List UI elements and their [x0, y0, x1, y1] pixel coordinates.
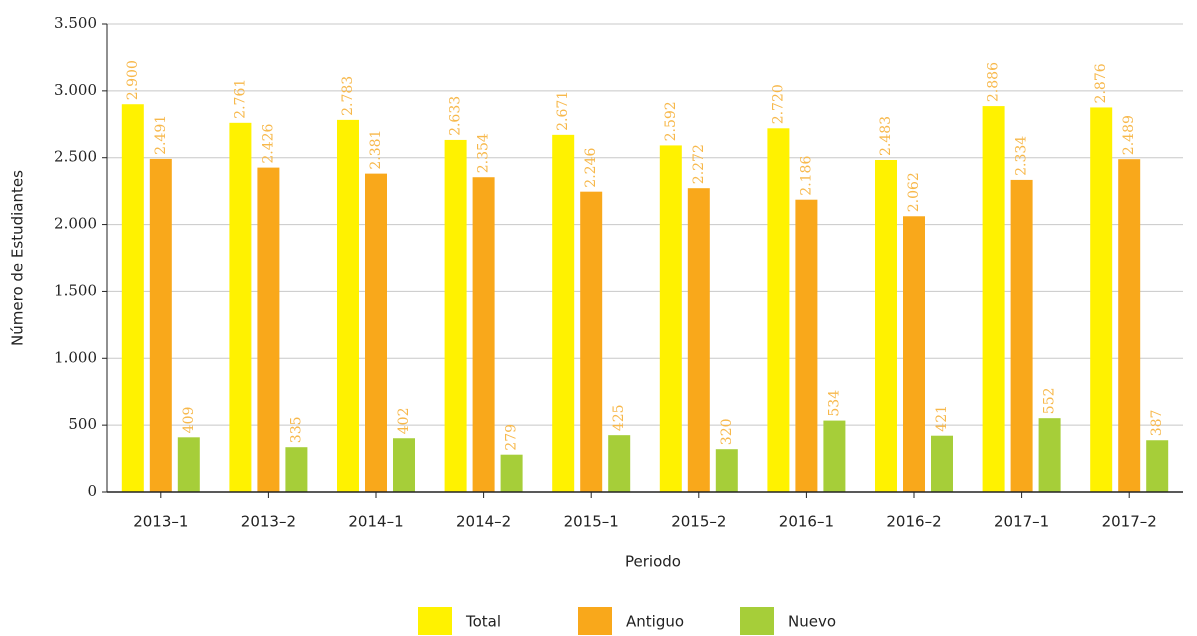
value-label: 2.671: [555, 91, 571, 131]
value-label: 2.246: [583, 148, 599, 188]
value-label: 2.489: [1121, 115, 1137, 155]
bar: [177, 437, 200, 492]
bar: [931, 435, 953, 492]
bar: [1118, 159, 1141, 492]
value-label: 402: [396, 408, 412, 435]
bar: [580, 191, 603, 492]
value-label: 2.633: [448, 96, 464, 136]
y-tick-label: 2.000: [54, 215, 97, 233]
bar: [1090, 107, 1113, 492]
bar: [552, 134, 575, 493]
bar: [982, 106, 1005, 492]
value-label: 2.876: [1093, 63, 1109, 103]
bar: [1038, 418, 1061, 492]
bar: [687, 188, 710, 492]
value-label: 2.761: [232, 79, 248, 119]
bar: [903, 216, 925, 493]
value-label: 2.783: [340, 76, 356, 116]
y-tick-label: 1.000: [54, 348, 97, 366]
x-tick-label: 2017–2: [1102, 513, 1157, 531]
x-axis-title: Periodo: [625, 553, 681, 571]
bar: [149, 158, 172, 492]
value-label: 409: [181, 407, 197, 434]
value-label: 534: [826, 390, 842, 417]
x-tick-label: 2015–2: [671, 513, 726, 531]
value-label: 2.334: [1014, 136, 1030, 176]
y-tick-label: 1.500: [54, 281, 97, 299]
x-tick-label: 2016–2: [886, 513, 941, 531]
value-label: 2.062: [906, 172, 922, 212]
bar: [257, 167, 280, 493]
bar: [795, 199, 818, 493]
legend-label: Nuevo: [788, 613, 836, 631]
y-tick-label: 500: [68, 415, 97, 433]
value-label: 2.491: [153, 115, 169, 155]
value-label: 2.381: [368, 130, 384, 170]
bar: [229, 122, 252, 493]
value-label: 2.426: [260, 123, 276, 163]
x-tick-label: 2013–2: [241, 513, 296, 531]
value-label: 335: [288, 416, 304, 443]
legend-swatch: [418, 607, 452, 635]
value-label: 552: [1042, 387, 1058, 414]
legend-swatch: [740, 607, 774, 635]
bar: [1146, 440, 1169, 492]
bar: [1010, 179, 1033, 492]
bar: [823, 420, 846, 492]
value-label: 2.886: [986, 62, 1002, 102]
x-tick-label: 2013–1: [133, 513, 188, 531]
bar: [767, 128, 790, 492]
value-label: 421: [934, 405, 950, 432]
value-label: 387: [1149, 410, 1165, 437]
bar: [659, 145, 682, 492]
y-axis-title: Número de Estudiantes: [9, 170, 27, 346]
bar: [875, 159, 897, 492]
value-label: 2.592: [663, 101, 679, 141]
value-label: 2.186: [798, 156, 814, 196]
y-tick-label: 3.500: [54, 14, 97, 32]
value-label: 2.900: [125, 60, 141, 100]
bar: [472, 177, 495, 492]
value-label: 2.483: [878, 116, 894, 156]
value-label: 279: [504, 424, 520, 451]
bar: [393, 438, 415, 492]
x-tick-label: 2014–2: [456, 513, 511, 531]
value-label: 2.272: [691, 144, 707, 184]
x-tick-label: 2014–1: [348, 513, 403, 531]
bar: [500, 454, 523, 492]
x-tick-label: 2015–1: [564, 513, 619, 531]
value-label: 2.720: [770, 84, 786, 124]
bar: [121, 104, 144, 492]
bar: [715, 449, 738, 492]
y-tick-label: 3.000: [54, 81, 97, 99]
value-label: 2.354: [476, 133, 492, 173]
x-tick-label: 2017–1: [994, 513, 1049, 531]
legend-label: Total: [465, 613, 501, 631]
bar: [285, 447, 308, 492]
value-label: 425: [611, 404, 627, 431]
legend-swatch: [578, 607, 612, 635]
bar: [337, 119, 359, 493]
x-tick-label: 2016–1: [779, 513, 834, 531]
bar: [365, 173, 387, 492]
value-label: 320: [719, 418, 735, 445]
bar: [444, 139, 467, 492]
y-tick-label: 0: [87, 482, 97, 500]
bar: [608, 435, 631, 492]
y-tick-label: 2.500: [54, 148, 97, 166]
legend-label: Antiguo: [626, 613, 684, 631]
